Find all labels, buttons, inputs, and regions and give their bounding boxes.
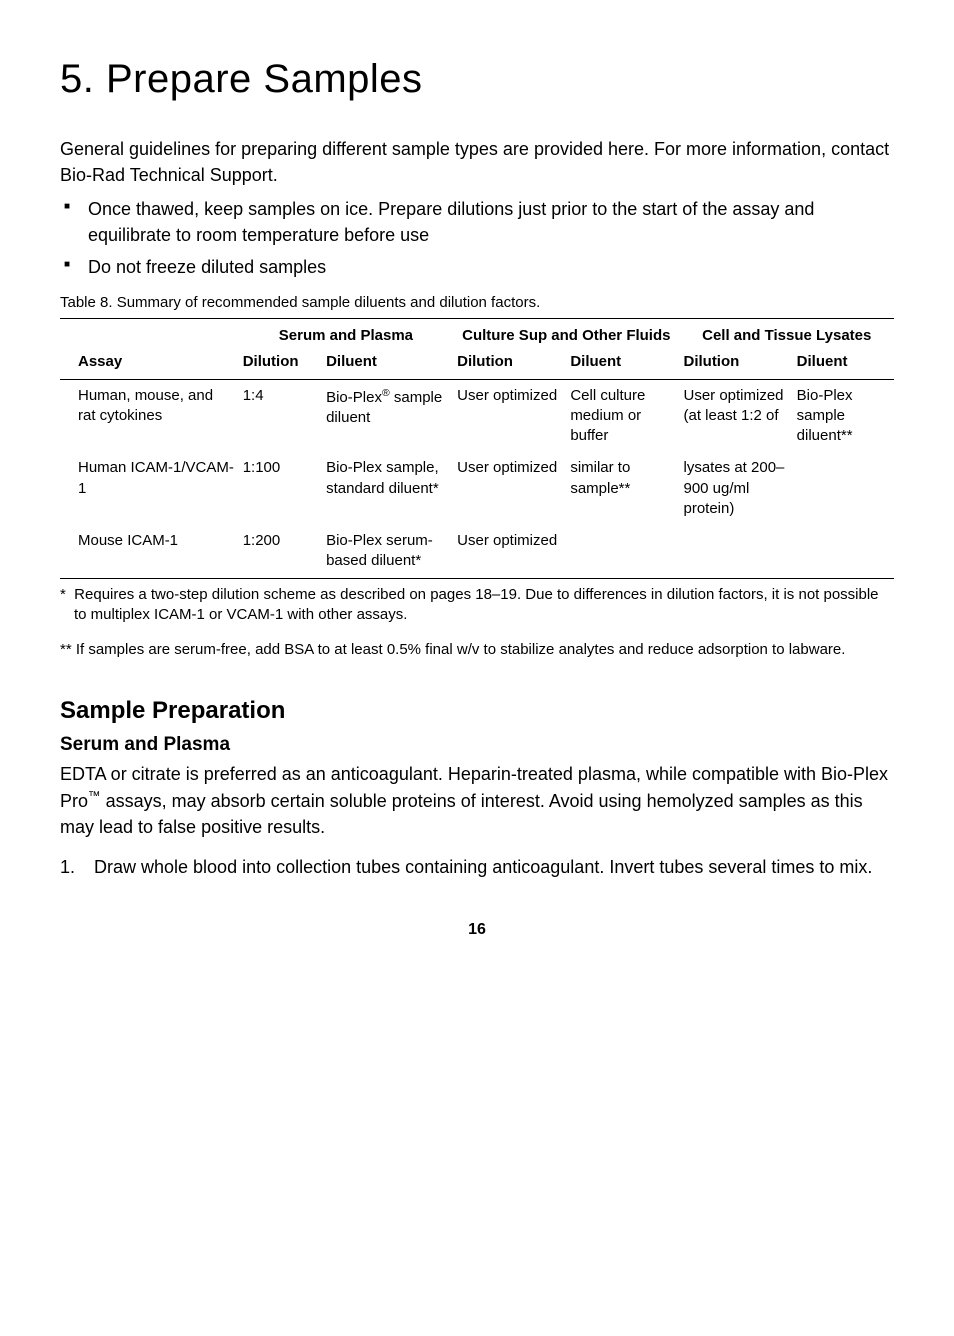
cell-dilution: 1:200: [239, 525, 322, 578]
cell-dilution: User optimized (at least 1:2 of: [679, 379, 792, 452]
header-group-lysates: Cell and Tissue Lysates: [679, 319, 894, 349]
cell-assay: Human ICAM-1/VCAM-1: [60, 452, 239, 525]
footnote-1: * Requires a two-step dilution scheme as…: [60, 585, 894, 626]
header-diluent: Diluent: [793, 349, 894, 379]
cell-diluent: similar to sample**: [566, 452, 679, 525]
cell-dilution: User optimized: [453, 379, 566, 452]
step-item: Draw whole blood into collection tubes c…: [60, 854, 894, 880]
step-list: Draw whole blood into collection tubes c…: [60, 854, 894, 880]
cell-diluent: Bio-Plex serum-based diluent*: [322, 525, 453, 578]
cell-dilution: 1:4: [239, 379, 322, 452]
header-dilution: Dilution: [453, 349, 566, 379]
page-title: 5. Prepare Samples: [60, 50, 894, 108]
cell-diluent: Cell culture medium or buffer: [566, 379, 679, 452]
cell-dilution: User optimized: [453, 452, 566, 525]
table-row: Human, mouse, and rat cytokines 1:4 Bio-…: [60, 379, 894, 452]
cell-assay: Human, mouse, and rat cytokines: [60, 379, 239, 452]
section-heading: Sample Preparation: [60, 694, 894, 729]
cell-diluent: Bio-Plex sample, standard diluent*: [322, 452, 453, 525]
cell-dilution: User optimized: [453, 525, 566, 578]
table-row: Mouse ICAM-1 1:200 Bio-Plex serum-based …: [60, 525, 894, 578]
header-group-serum: Serum and Plasma: [239, 319, 453, 349]
header-diluent: Diluent: [566, 349, 679, 379]
cell-dilution: 1:100: [239, 452, 322, 525]
intro-text: General guidelines for preparing differe…: [60, 136, 894, 188]
cell-diluent: Bio-Plex® sample diluent: [322, 379, 453, 452]
header-diluent: Diluent: [322, 349, 453, 379]
header-group-culture: Culture Sup and Other Fluids: [453, 319, 679, 349]
footnote-2: ** If samples are serum-free, add BSA to…: [60, 640, 894, 660]
cell-diluent: [793, 452, 894, 525]
bullet-item: Do not freeze diluted samples: [78, 254, 894, 280]
header-dilution: Dilution: [239, 349, 322, 379]
cell-diluent: Bio-Plex sample diluent**: [793, 379, 894, 452]
header-assay: Assay: [60, 349, 239, 379]
cell-dilution: lysates at 200–900 ug/ml protein): [679, 452, 792, 525]
table-caption: Table 8. Summary of recommended sample d…: [60, 292, 894, 314]
bullet-list: Once thawed, keep samples on ice. Prepar…: [60, 196, 894, 280]
body-paragraph: EDTA or citrate is preferred as an antic…: [60, 761, 894, 840]
header-dilution: Dilution: [679, 349, 792, 379]
cell-dilution: [679, 525, 792, 578]
bullet-item: Once thawed, keep samples on ice. Prepar…: [78, 196, 894, 248]
page-number: 16: [60, 918, 894, 941]
cell-assay: Mouse ICAM-1: [60, 525, 239, 578]
cell-diluent: [793, 525, 894, 578]
diluent-table: Serum and Plasma Culture Sup and Other F…: [60, 318, 894, 579]
header-blank: [60, 319, 239, 349]
table-row: Human ICAM-1/VCAM-1 1:100 Bio-Plex sampl…: [60, 452, 894, 525]
subsection-heading: Serum and Plasma: [60, 731, 894, 759]
cell-diluent: [566, 525, 679, 578]
